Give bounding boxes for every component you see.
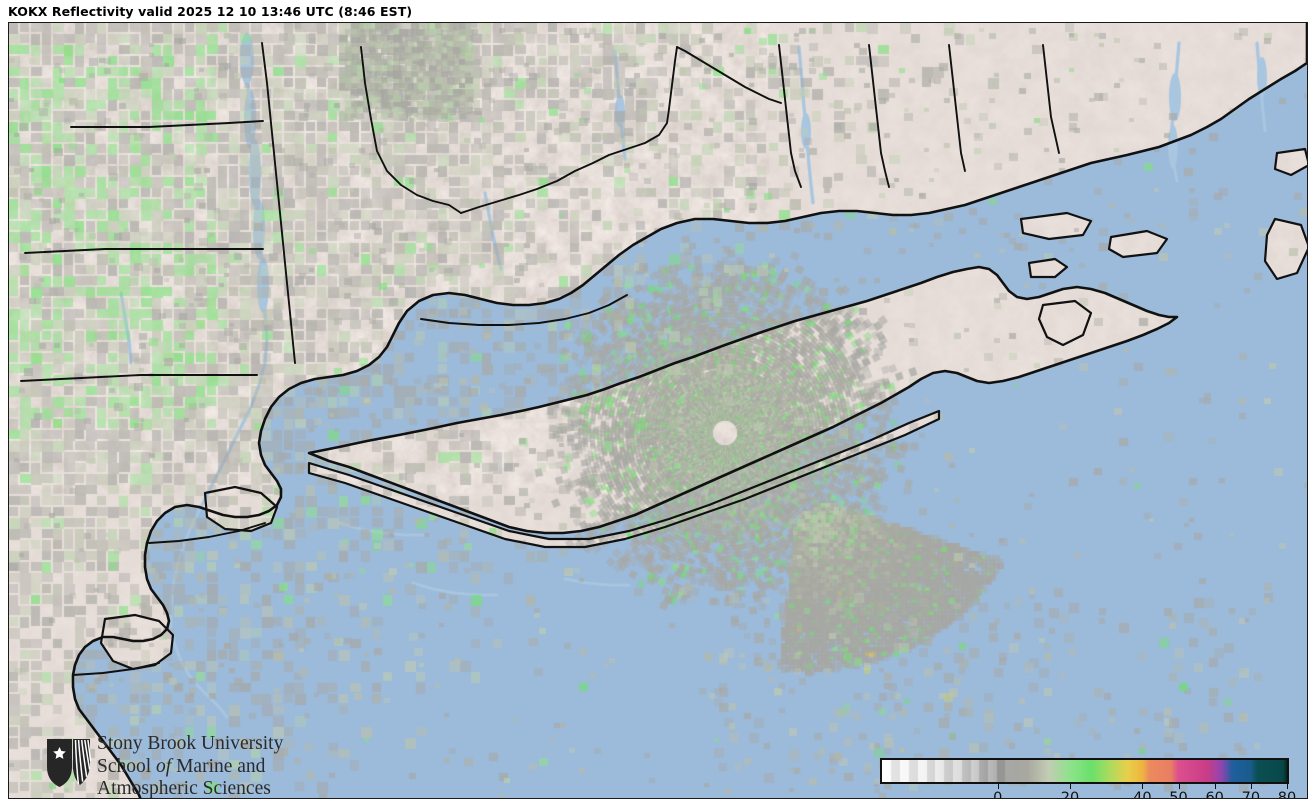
map-canvas[interactable] [9, 23, 1307, 798]
colorbar-tick [1287, 784, 1288, 789]
reflectivity-colorbar[interactable]: 0 20 40 50 60 70 80 [880, 758, 1296, 799]
sbu-somas-logo: Stony Brook University School of Marine … [45, 733, 345, 798]
colorbar-gradient [880, 758, 1289, 784]
colorbar-tick-label: 60 [1205, 790, 1224, 799]
colorbar-tick [1250, 784, 1252, 789]
colorbar-tick-label: 20 [1060, 790, 1080, 799]
colorbar-tick-label: 40 [1133, 790, 1152, 799]
colorbar-tick-label: 0 [993, 790, 1003, 799]
page-title: KOKX Reflectivity valid 2025 12 10 13:46… [8, 4, 413, 19]
shield-icon [47, 739, 92, 787]
colorbar-tick-label: 80 [1277, 790, 1297, 799]
logo-line-2: School of Marine and [97, 755, 266, 777]
radar-map[interactable]: Stony Brook University School of Marine … [8, 22, 1308, 799]
colorbar-tick [997, 784, 999, 789]
colorbar-tick [1142, 784, 1144, 789]
colorbar-tick-label: 70 [1241, 790, 1261, 799]
logo-line-3: Atmospheric Sciences [97, 778, 271, 799]
boundaries-layer [20, 23, 1307, 798]
logo-text: Stony Brook University School of Marine … [97, 733, 284, 799]
reflectivity-layer [9, 23, 1307, 798]
colorbar-ticks: 0 20 40 50 60 70 80 [880, 784, 1296, 799]
colorbar-tick-label: 50 [1169, 790, 1188, 799]
colorbar-tick [1070, 784, 1072, 789]
colorbar-tick [1178, 784, 1180, 789]
logo-line-1: Stony Brook University [97, 733, 284, 754]
colorbar-tick [1214, 784, 1216, 789]
